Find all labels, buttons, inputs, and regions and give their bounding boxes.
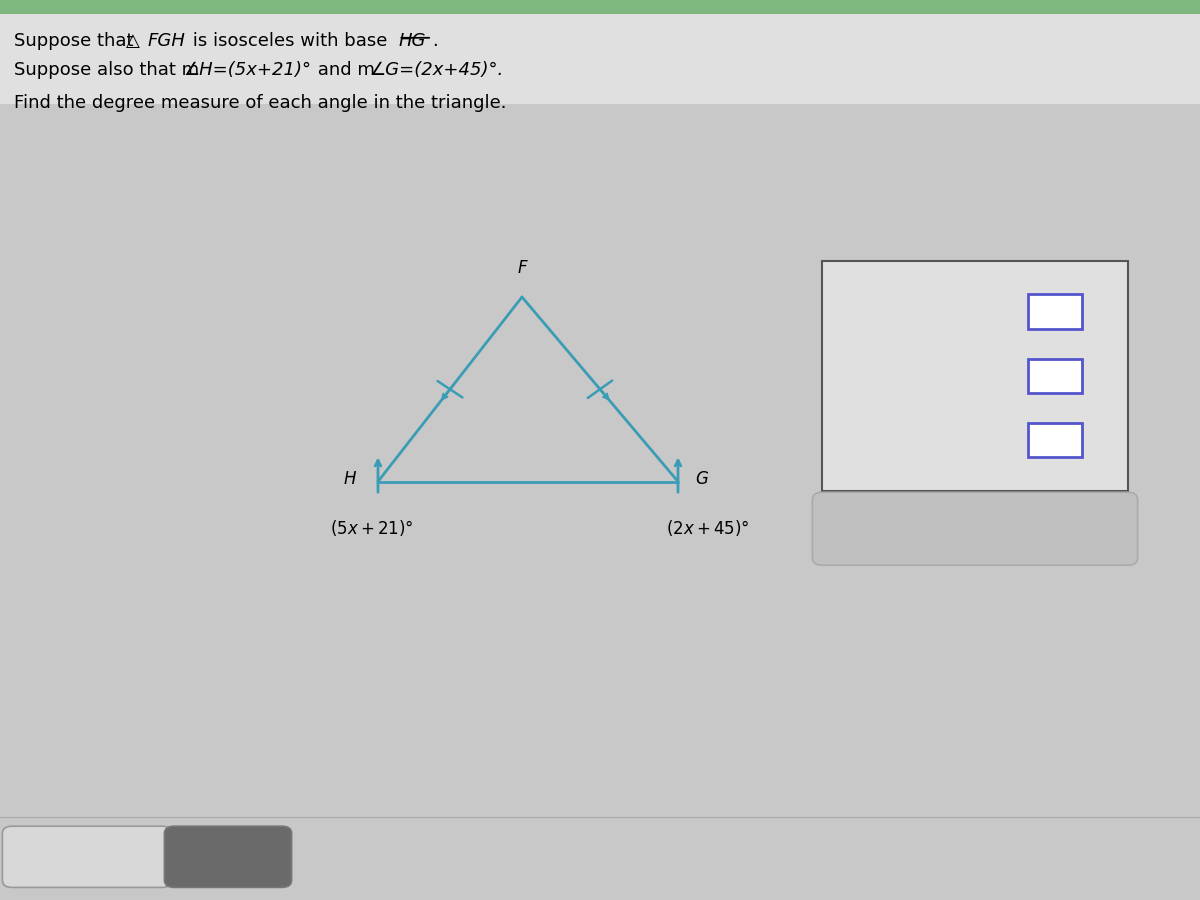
Text: m∠F =: m∠F = — [844, 302, 904, 320]
FancyBboxPatch shape — [822, 261, 1128, 491]
Text: I Don't Know: I Don't Know — [38, 850, 136, 864]
FancyBboxPatch shape — [1028, 423, 1082, 457]
Text: .: . — [432, 32, 438, 50]
Text: ∠H=(5x+21)°: ∠H=(5x+21)° — [184, 61, 312, 79]
Text: Suppose also that m: Suppose also that m — [14, 61, 199, 79]
Text: °: ° — [1092, 433, 1099, 447]
Text: ?: ? — [1061, 518, 1073, 539]
Text: F: F — [517, 259, 527, 277]
FancyBboxPatch shape — [1028, 358, 1082, 392]
FancyBboxPatch shape — [164, 826, 292, 887]
FancyBboxPatch shape — [0, 0, 1200, 104]
Text: Find the degree measure of each angle in the triangle.: Find the degree measure of each angle in… — [14, 94, 506, 112]
Text: H: H — [344, 470, 356, 488]
Text: ↺: ↺ — [966, 518, 984, 539]
Text: FGH: FGH — [148, 32, 186, 50]
Text: m∠G =: m∠G = — [844, 367, 907, 385]
Text: Suppose that: Suppose that — [14, 32, 139, 50]
FancyBboxPatch shape — [0, 0, 1200, 14]
FancyBboxPatch shape — [1028, 294, 1082, 328]
Text: Submit: Submit — [198, 850, 258, 864]
FancyBboxPatch shape — [812, 492, 1138, 565]
Text: m∠H =: m∠H = — [844, 431, 906, 449]
Text: ×: × — [874, 518, 893, 539]
Text: °: ° — [1092, 304, 1099, 319]
Text: G: G — [695, 470, 708, 488]
Text: °: ° — [1092, 368, 1099, 383]
Text: △: △ — [126, 32, 140, 50]
Text: $(5x + 21)°$: $(5x + 21)°$ — [330, 518, 414, 537]
Text: $(2x + 45)°$: $(2x + 45)°$ — [666, 518, 750, 537]
FancyBboxPatch shape — [2, 826, 172, 887]
Text: and m: and m — [312, 61, 374, 79]
Text: ∠G=(2x+45)°.: ∠G=(2x+45)°. — [370, 61, 504, 79]
Text: is isosceles with base: is isosceles with base — [187, 32, 394, 50]
Text: HG: HG — [398, 32, 426, 50]
